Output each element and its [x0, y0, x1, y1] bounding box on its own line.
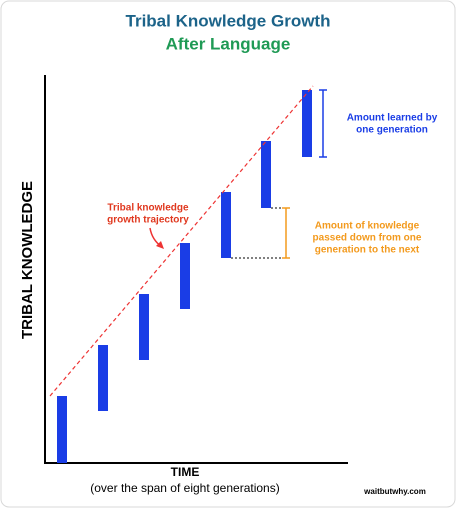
trajectory-line [49, 85, 314, 397]
generation-bracket [319, 89, 327, 158]
bar [139, 294, 149, 360]
subtitle: After Language [166, 34, 291, 53]
annotation: Amount learned by [347, 113, 438, 124]
annotation: passed down from one [313, 233, 422, 244]
title: Tribal Knowledge Growth [126, 11, 331, 30]
bar [261, 141, 271, 208]
annotation: one generation [356, 125, 428, 136]
x-axis-label: TIME [171, 465, 200, 479]
y-axis-label: TRIBAL KNOWLEDGE [19, 181, 36, 339]
bar [302, 90, 312, 157]
arrow-head [156, 241, 164, 249]
annotation: Amount of knowledge [315, 221, 420, 232]
annotation: growth trajectory [107, 215, 189, 226]
bar [57, 396, 67, 463]
guide-lines [231, 207, 285, 259]
annotation: Tribal knowledge [107, 203, 189, 214]
passed-down-bracket [282, 207, 290, 259]
bar [98, 345, 108, 411]
x-axis-note: (over the span of eight generations) [90, 481, 279, 495]
bar [221, 192, 231, 258]
annotation: generation to the next [315, 245, 420, 256]
bar [180, 243, 190, 309]
credit: waitbutwhy.com [363, 487, 426, 496]
generation-bars [57, 90, 312, 463]
